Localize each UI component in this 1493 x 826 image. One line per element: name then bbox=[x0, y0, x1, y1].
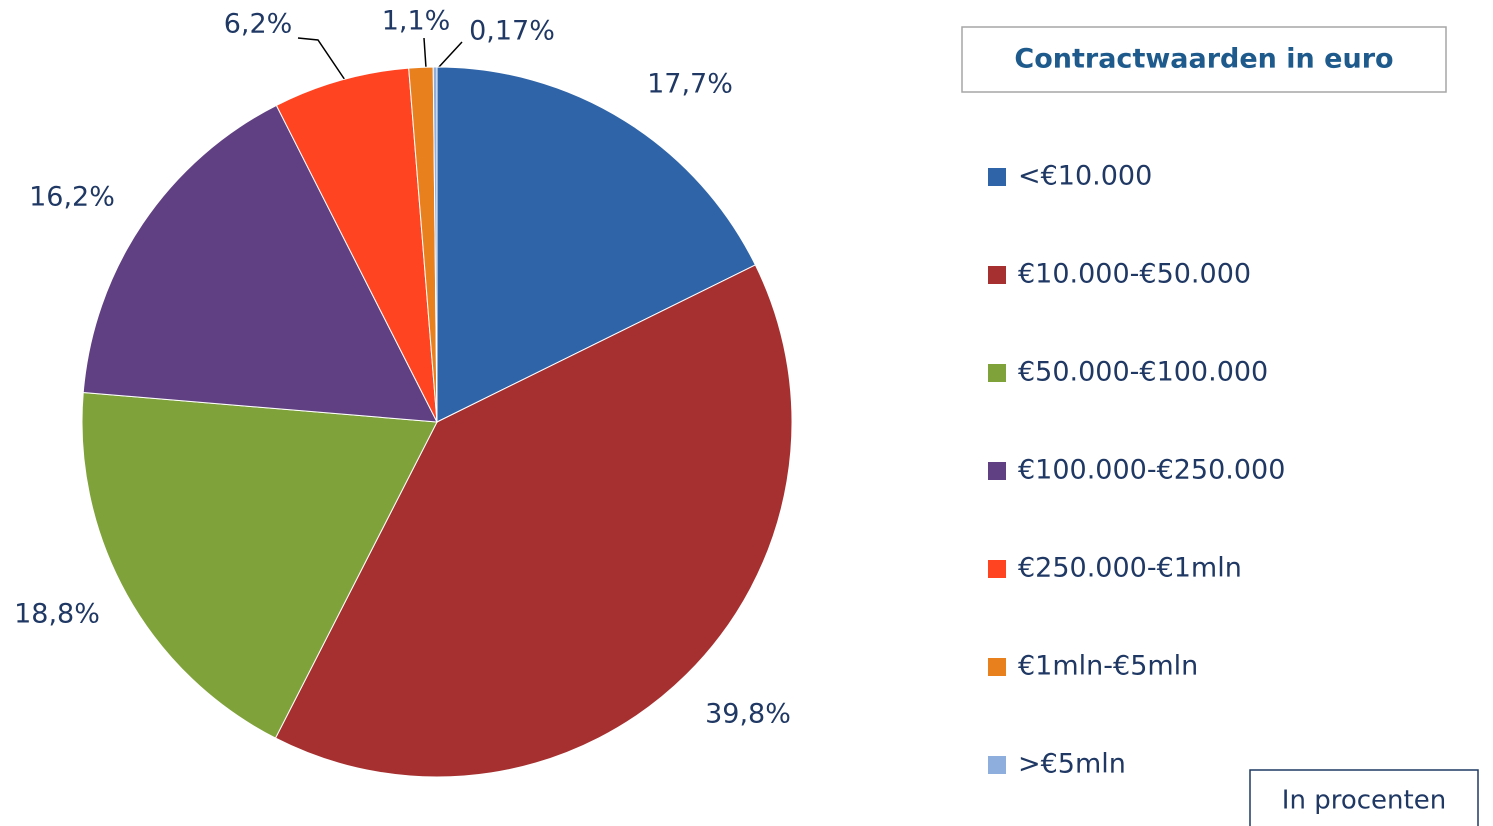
legend-swatch bbox=[988, 266, 1006, 284]
leader-lines bbox=[297, 37, 463, 81]
data-label: 18,8% bbox=[14, 599, 100, 630]
pie-slice bbox=[82, 104, 438, 423]
legend-label: €250.000-€1mln bbox=[1018, 553, 1242, 584]
pie-slice bbox=[81, 391, 438, 739]
data-label: 0,17% bbox=[469, 16, 555, 47]
legend-swatch bbox=[988, 364, 1006, 382]
legend-label: €100.000-€250.000 bbox=[1018, 455, 1285, 486]
legend-label: €10.000-€50.000 bbox=[1018, 259, 1251, 290]
legend-swatch bbox=[988, 658, 1006, 676]
pie-slice bbox=[436, 66, 757, 423]
note: In procenten bbox=[1282, 786, 1446, 816]
pie-slice bbox=[432, 66, 438, 423]
data-label: 16,2% bbox=[29, 182, 115, 213]
pie-slice bbox=[274, 264, 793, 778]
data-label: 39,8% bbox=[705, 699, 791, 730]
legend-title: Contractwaarden in euro bbox=[1014, 44, 1393, 75]
legend-label: €50.000-€100.000 bbox=[1018, 357, 1268, 388]
legend-swatch bbox=[988, 560, 1006, 578]
legend-swatch bbox=[988, 462, 1006, 480]
legend-title-box bbox=[961, 26, 1447, 93]
note-box bbox=[1249, 769, 1479, 826]
data-label: 1,1% bbox=[382, 6, 451, 37]
pie-slice bbox=[275, 67, 438, 423]
data-label: 17,7% bbox=[647, 69, 733, 100]
legend-label: <€10.000 bbox=[1018, 161, 1152, 192]
legend-swatch bbox=[988, 168, 1006, 186]
legend-label: €1mln-€5mln bbox=[1018, 651, 1198, 682]
legend-label: >€5mln bbox=[1018, 749, 1126, 780]
data-label: 6,2% bbox=[224, 9, 293, 40]
legend-swatch bbox=[988, 756, 1006, 774]
